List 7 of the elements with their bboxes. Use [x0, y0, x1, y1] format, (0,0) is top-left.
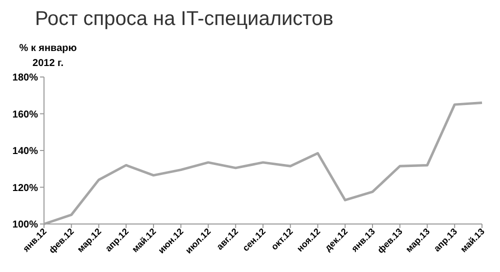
y-tick-label: 180%: [12, 72, 38, 84]
y-tick-label: 160%: [12, 109, 38, 120]
y-tick-label: 100%: [12, 220, 38, 230]
y-tick-label: 120%: [12, 182, 38, 194]
chart-title: Рост спроса на IT-специалистов: [35, 8, 334, 30]
y-axis-title: % к январю 2012 г.: [19, 43, 78, 69]
y-tick-label: 140%: [12, 146, 38, 157]
